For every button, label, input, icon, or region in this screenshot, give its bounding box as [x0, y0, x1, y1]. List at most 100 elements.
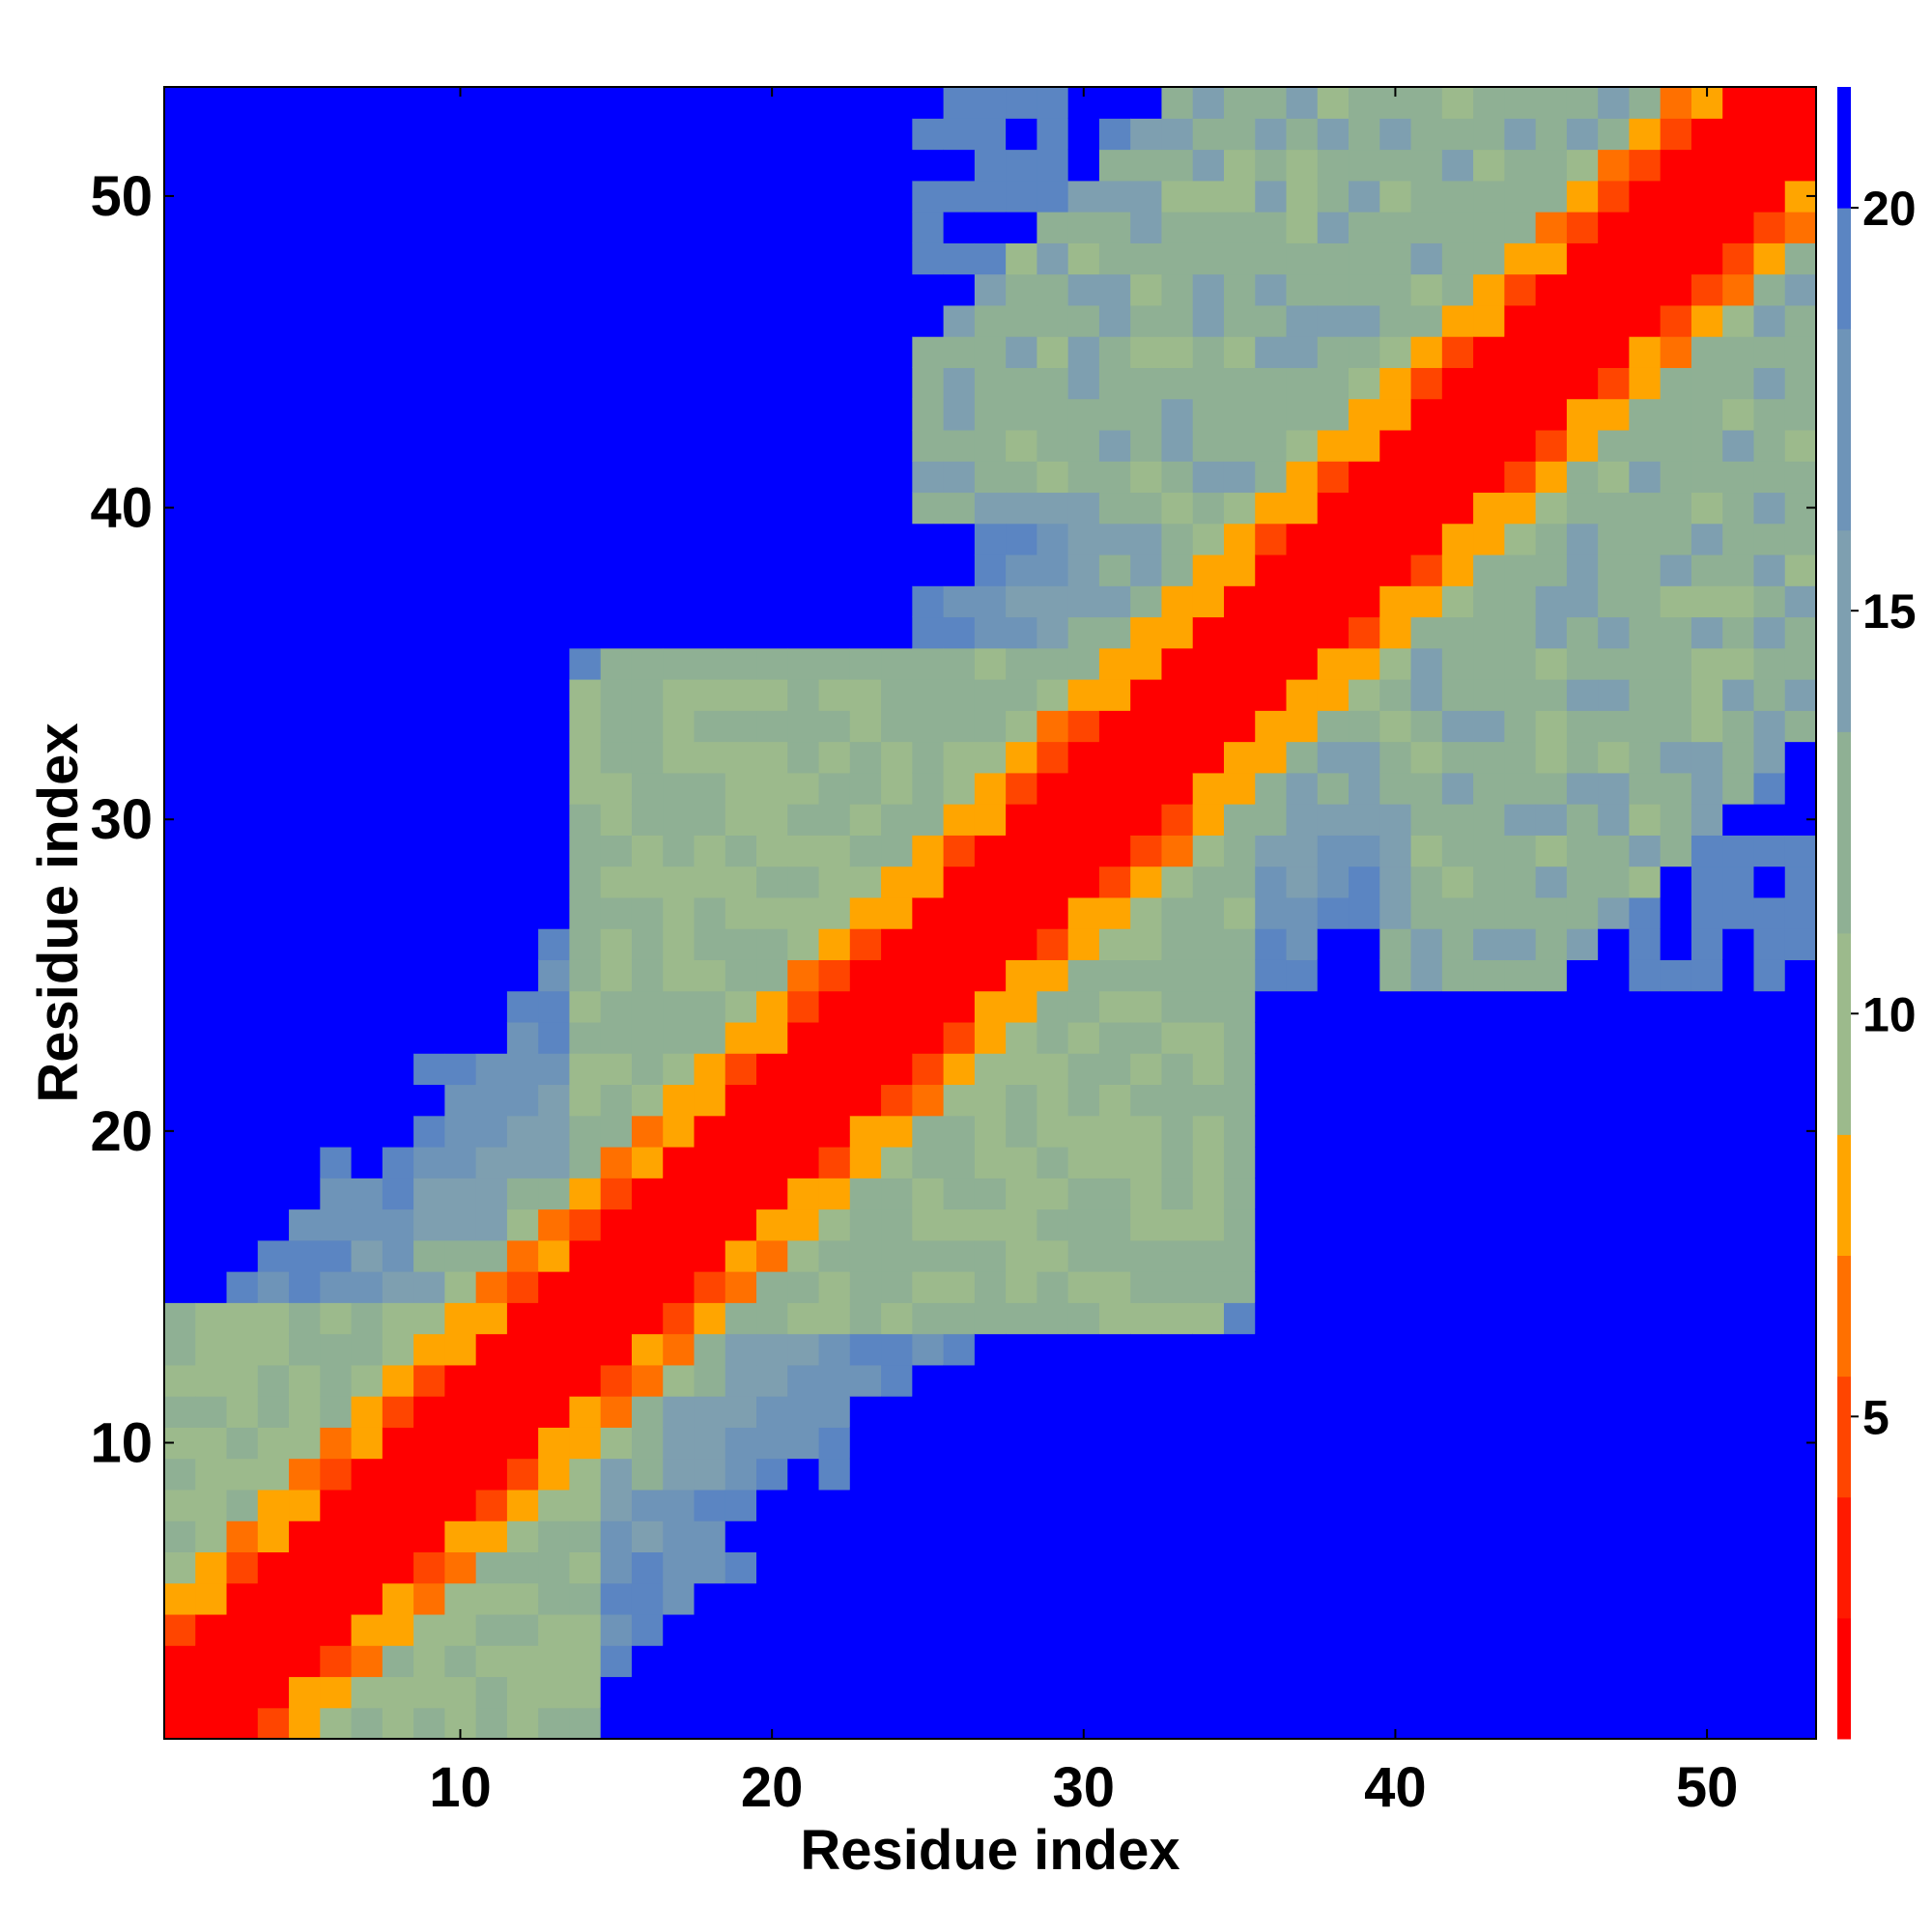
heatmap-cell	[663, 585, 696, 618]
heatmap-cell	[1690, 523, 1723, 555]
heatmap-cell	[226, 1489, 259, 1521]
heatmap-cell	[1379, 804, 1412, 836]
heatmap-cell	[382, 492, 414, 525]
heatmap-cell	[164, 149, 196, 182]
heatmap-cell	[1006, 118, 1037, 151]
heatmap-cell	[1753, 710, 1786, 743]
heatmap-cell	[1566, 1427, 1599, 1460]
heatmap-cell	[974, 1582, 1007, 1615]
colorbar-segment	[1837, 328, 1851, 531]
heatmap-cell	[724, 273, 757, 306]
heatmap-cell	[351, 616, 384, 649]
heatmap-cell	[538, 1333, 571, 1366]
heatmap-cell	[1349, 461, 1380, 494]
heatmap-cell	[1441, 928, 1474, 960]
heatmap-cell	[475, 1021, 508, 1054]
heatmap-cell	[849, 1551, 882, 1584]
heatmap-cell	[1379, 1613, 1412, 1646]
heatmap-cell	[881, 118, 913, 151]
heatmap-cell	[226, 959, 259, 992]
heatmap-cell	[506, 429, 539, 462]
heatmap-cell	[1317, 118, 1350, 151]
heatmap-cell	[1349, 616, 1380, 649]
heatmap-cell	[1629, 492, 1662, 525]
heatmap-cell	[1161, 1458, 1194, 1491]
heatmap-cell	[1317, 1489, 1350, 1521]
heatmap-cell	[569, 866, 602, 898]
heatmap-cell	[289, 1271, 321, 1303]
heatmap-cell	[787, 212, 820, 243]
heatmap-cell	[818, 429, 851, 462]
heatmap-cell	[1504, 710, 1537, 743]
heatmap-cell	[257, 1239, 290, 1272]
heatmap-cell	[1317, 1178, 1350, 1210]
heatmap-cell	[787, 523, 820, 555]
heatmap-cell	[1441, 1239, 1474, 1272]
heatmap-cell	[1566, 398, 1599, 431]
heatmap-cell	[1690, 1613, 1723, 1646]
heatmap-cell	[1192, 928, 1225, 960]
heatmap-cell	[849, 461, 882, 494]
heatmap-cell	[1006, 554, 1037, 586]
heatmap-cell	[1098, 1582, 1131, 1615]
heatmap-cell	[1629, 87, 1662, 119]
heatmap-cell	[694, 710, 726, 743]
heatmap-cell	[974, 523, 1007, 555]
heatmap-cell	[1535, 835, 1568, 867]
heatmap-cell	[694, 492, 726, 525]
heatmap-cell	[1629, 242, 1662, 275]
heatmap-cell	[195, 896, 228, 929]
heatmap-cell	[1473, 1551, 1505, 1584]
heatmap-cell	[663, 928, 696, 960]
heatmap-cell	[787, 896, 820, 929]
heatmap-cell	[475, 1178, 508, 1210]
heatmap-cell	[506, 1178, 539, 1210]
heatmap-cell	[257, 180, 290, 213]
heatmap-cell	[569, 212, 602, 243]
heatmap-cell	[787, 928, 820, 960]
heatmap-cell	[1223, 554, 1256, 586]
heatmap-cell	[1098, 710, 1131, 743]
heatmap-cell	[912, 492, 945, 525]
heatmap-cell	[943, 1396, 976, 1428]
heatmap-cell	[569, 896, 602, 929]
heatmap-cell	[694, 367, 726, 400]
heatmap-cell	[1504, 1239, 1537, 1272]
heatmap-cell	[974, 398, 1007, 431]
heatmap-cell	[164, 429, 196, 462]
heatmap-cell	[1223, 212, 1256, 243]
heatmap-cell	[164, 1707, 196, 1740]
heatmap-cell	[912, 180, 945, 213]
heatmap-cell	[320, 149, 353, 182]
heatmap-cell	[1722, 1333, 1755, 1366]
heatmap-cell	[1535, 679, 1568, 711]
heatmap-cell	[226, 242, 259, 275]
heatmap-cell	[974, 1021, 1007, 1054]
heatmap-cell	[1379, 585, 1412, 618]
heatmap-cell	[849, 87, 882, 119]
heatmap-cell	[1130, 1208, 1163, 1241]
heatmap-cell	[1379, 1178, 1412, 1210]
heatmap-cell	[226, 1333, 259, 1366]
heatmap-cell	[787, 492, 820, 525]
heatmap-cell	[724, 118, 757, 151]
heatmap-cell	[226, 1645, 259, 1678]
heatmap-cell	[1441, 1333, 1474, 1366]
heatmap-cell	[881, 928, 913, 960]
heatmap-cell	[881, 1613, 913, 1646]
heatmap-cell	[1037, 1613, 1069, 1646]
heatmap-cell	[1379, 1084, 1412, 1117]
heatmap-cell	[1037, 1551, 1069, 1584]
heatmap-cell	[1660, 1178, 1692, 1210]
heatmap-cell	[1006, 896, 1037, 929]
heatmap-cell	[849, 242, 882, 275]
heatmap-cell	[1473, 1520, 1505, 1553]
heatmap-cell	[912, 1676, 945, 1709]
heatmap-cell	[413, 461, 445, 494]
heatmap-cell	[881, 1645, 913, 1678]
heatmap-cell	[663, 679, 696, 711]
heatmap-cell	[631, 1551, 664, 1584]
heatmap-cell	[1660, 367, 1692, 400]
heatmap-cell	[600, 959, 633, 992]
heatmap-cell	[1690, 554, 1723, 586]
